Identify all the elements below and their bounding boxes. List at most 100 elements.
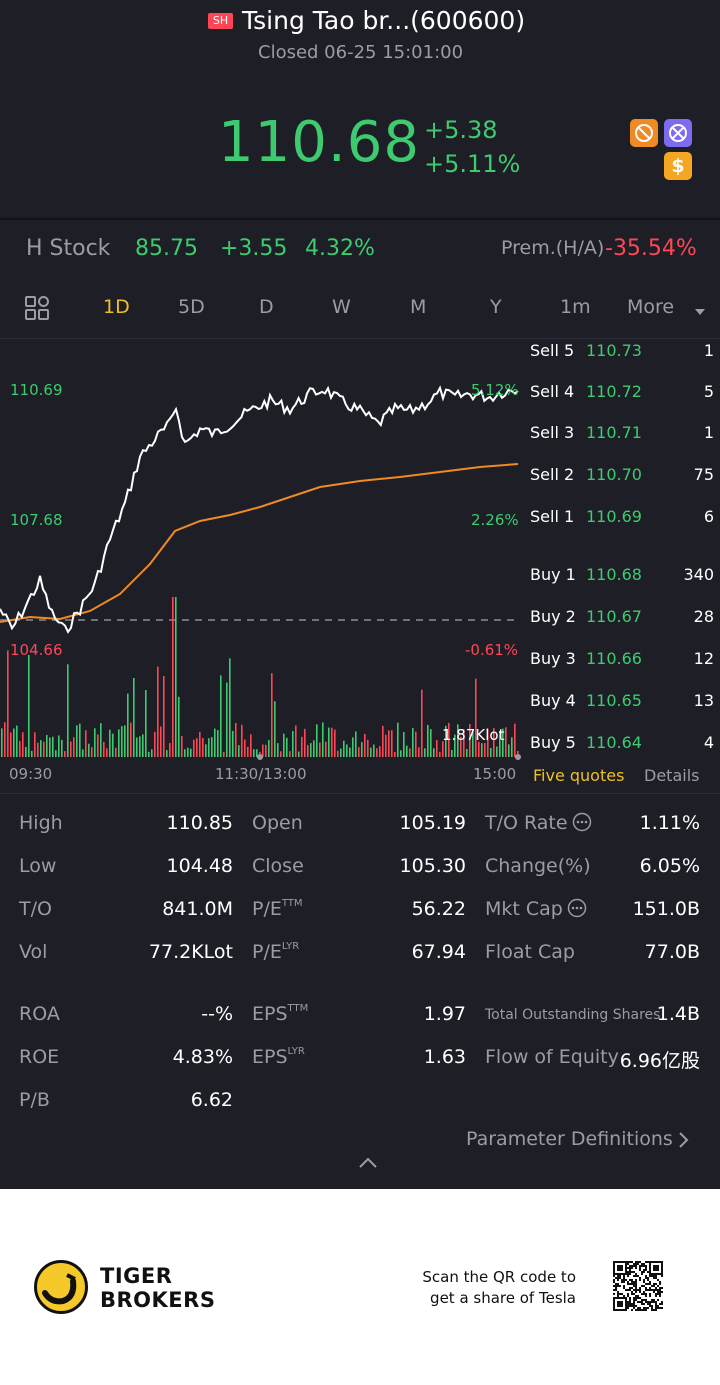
- stat-value: 1.97: [423, 1003, 466, 1025]
- volume-bar: [361, 742, 363, 757]
- volume-bar: [223, 751, 225, 757]
- quote-level-label: Buy 1: [530, 565, 576, 584]
- tab-1d[interactable]: 1D: [103, 296, 130, 318]
- scan-text-line1: Scan the QR code to: [422, 1268, 576, 1286]
- stat-label: T/O: [19, 898, 52, 920]
- stat-value: 56.22: [411, 898, 466, 920]
- volume-bar: [106, 748, 108, 757]
- chevron-up-icon[interactable]: [358, 1155, 378, 1174]
- volume-bar: [28, 654, 30, 757]
- volume-bar: [340, 748, 342, 757]
- chevron-down-icon[interactable]: [694, 302, 706, 321]
- quote-level-label: Buy 5: [530, 733, 576, 752]
- stat-value: 151.0B: [632, 898, 700, 920]
- stat-label: P/ETTM: [252, 898, 303, 920]
- volume-bar: [181, 736, 183, 757]
- volume-bar: [112, 733, 114, 757]
- volume-bar: [331, 727, 333, 757]
- volume-bar: [322, 722, 324, 757]
- info-more-icon[interactable]: [572, 812, 592, 837]
- volume-bar: [490, 747, 492, 757]
- volume-bar: [496, 746, 498, 757]
- stat-label-text: Change(%): [485, 855, 591, 877]
- stat-label: Total Outstanding Shares: [485, 1007, 660, 1023]
- no-short-icon[interactable]: [664, 119, 692, 147]
- quote-level-label: Sell 4: [530, 382, 575, 401]
- tab-m[interactable]: M: [410, 296, 427, 318]
- scan-text-line2: get a share of Tesla: [430, 1289, 576, 1307]
- volume-bar: [196, 738, 198, 757]
- volume-bar: [508, 744, 510, 757]
- no-margin-icon[interactable]: [630, 119, 658, 147]
- stat-label-text: EPS: [252, 1046, 288, 1068]
- last-price: 110.68: [218, 110, 420, 175]
- parameter-definitions-link[interactable]: Parameter Definitions: [466, 1128, 673, 1150]
- tab-y[interactable]: Y: [490, 296, 502, 318]
- volume-bar: [178, 696, 180, 757]
- volume-bar: [208, 738, 210, 757]
- volume-bar: [235, 723, 237, 757]
- stat-value: 6.96亿股: [619, 1050, 700, 1072]
- volume-bar: [463, 729, 465, 757]
- volume-bar: [319, 742, 321, 757]
- volume-bar: [439, 751, 441, 757]
- tab-five-quotes[interactable]: Five quotes: [533, 766, 625, 785]
- volume-bar: [100, 723, 102, 757]
- stat-label-text: Flow of Equity: [485, 1046, 619, 1068]
- brand-name-line2: BROKERS: [100, 1288, 216, 1312]
- stat-value: --%: [201, 1003, 233, 1025]
- volume-bar: [130, 722, 132, 757]
- volume-bar: [307, 745, 309, 757]
- volume-bar: [151, 749, 153, 757]
- volume-bar: [232, 730, 234, 757]
- stock-title[interactable]: Tsing Tao br...(600600): [242, 6, 526, 35]
- volume-bar: [115, 747, 117, 757]
- grid-menu-icon[interactable]: [24, 295, 50, 325]
- stat-label-text: EPS: [252, 1003, 288, 1025]
- volume-bar: [13, 728, 15, 757]
- stat-label: P/ELYR: [252, 941, 299, 963]
- tab-d[interactable]: D: [259, 296, 274, 318]
- chevron-right-icon[interactable]: [678, 1131, 690, 1153]
- h-stock-change-pct: 4.32%: [305, 236, 375, 261]
- volume-bar: [397, 722, 399, 757]
- stat-label-text: ROA: [19, 1003, 60, 1025]
- volume-bar: [85, 730, 87, 757]
- volume-bar: [400, 750, 402, 757]
- volume-bar: [421, 689, 423, 757]
- intraday-chart[interactable]: [0, 339, 522, 764]
- tab-5d[interactable]: 5D: [178, 296, 205, 318]
- stat-value: 77.0B: [644, 941, 700, 963]
- info-more-icon[interactable]: [567, 898, 587, 923]
- volume-bar: [46, 734, 48, 757]
- axis-mid-pct: 2.26%: [471, 511, 519, 529]
- time-start: 09:30: [9, 765, 53, 783]
- volume-bar: [190, 748, 192, 757]
- quote-price: 110.72: [586, 382, 642, 401]
- volume-bar: [325, 741, 327, 757]
- volume-bar: [73, 737, 75, 757]
- dollar-icon[interactable]: $: [664, 152, 692, 180]
- qr-code-icon[interactable]: [613, 1261, 663, 1311]
- stat-value: 1.11%: [639, 812, 700, 834]
- tab-more[interactable]: More: [627, 296, 675, 318]
- tab-1m[interactable]: 1m: [560, 296, 591, 318]
- stat-value: 1.4B: [656, 1003, 700, 1025]
- tab-w[interactable]: W: [332, 296, 351, 318]
- volume-bar: [448, 722, 450, 757]
- stat-label: High: [19, 812, 63, 834]
- volume-bar: [487, 728, 489, 757]
- tab-details[interactable]: Details: [644, 766, 700, 785]
- quote-price: 110.64: [586, 733, 642, 752]
- volume-bar: [37, 742, 39, 757]
- volume-bar: [301, 736, 303, 757]
- volume-bar: [427, 724, 429, 757]
- volume-bar: [493, 728, 495, 757]
- volume-bar: [337, 750, 339, 757]
- volume-bar: [109, 729, 111, 757]
- volume-bar: [241, 724, 243, 757]
- axis-high-label: 110.69: [10, 381, 63, 399]
- h-stock-label[interactable]: H Stock: [26, 236, 111, 261]
- quote-price: 110.70: [586, 465, 642, 484]
- volume-bar: [460, 736, 462, 757]
